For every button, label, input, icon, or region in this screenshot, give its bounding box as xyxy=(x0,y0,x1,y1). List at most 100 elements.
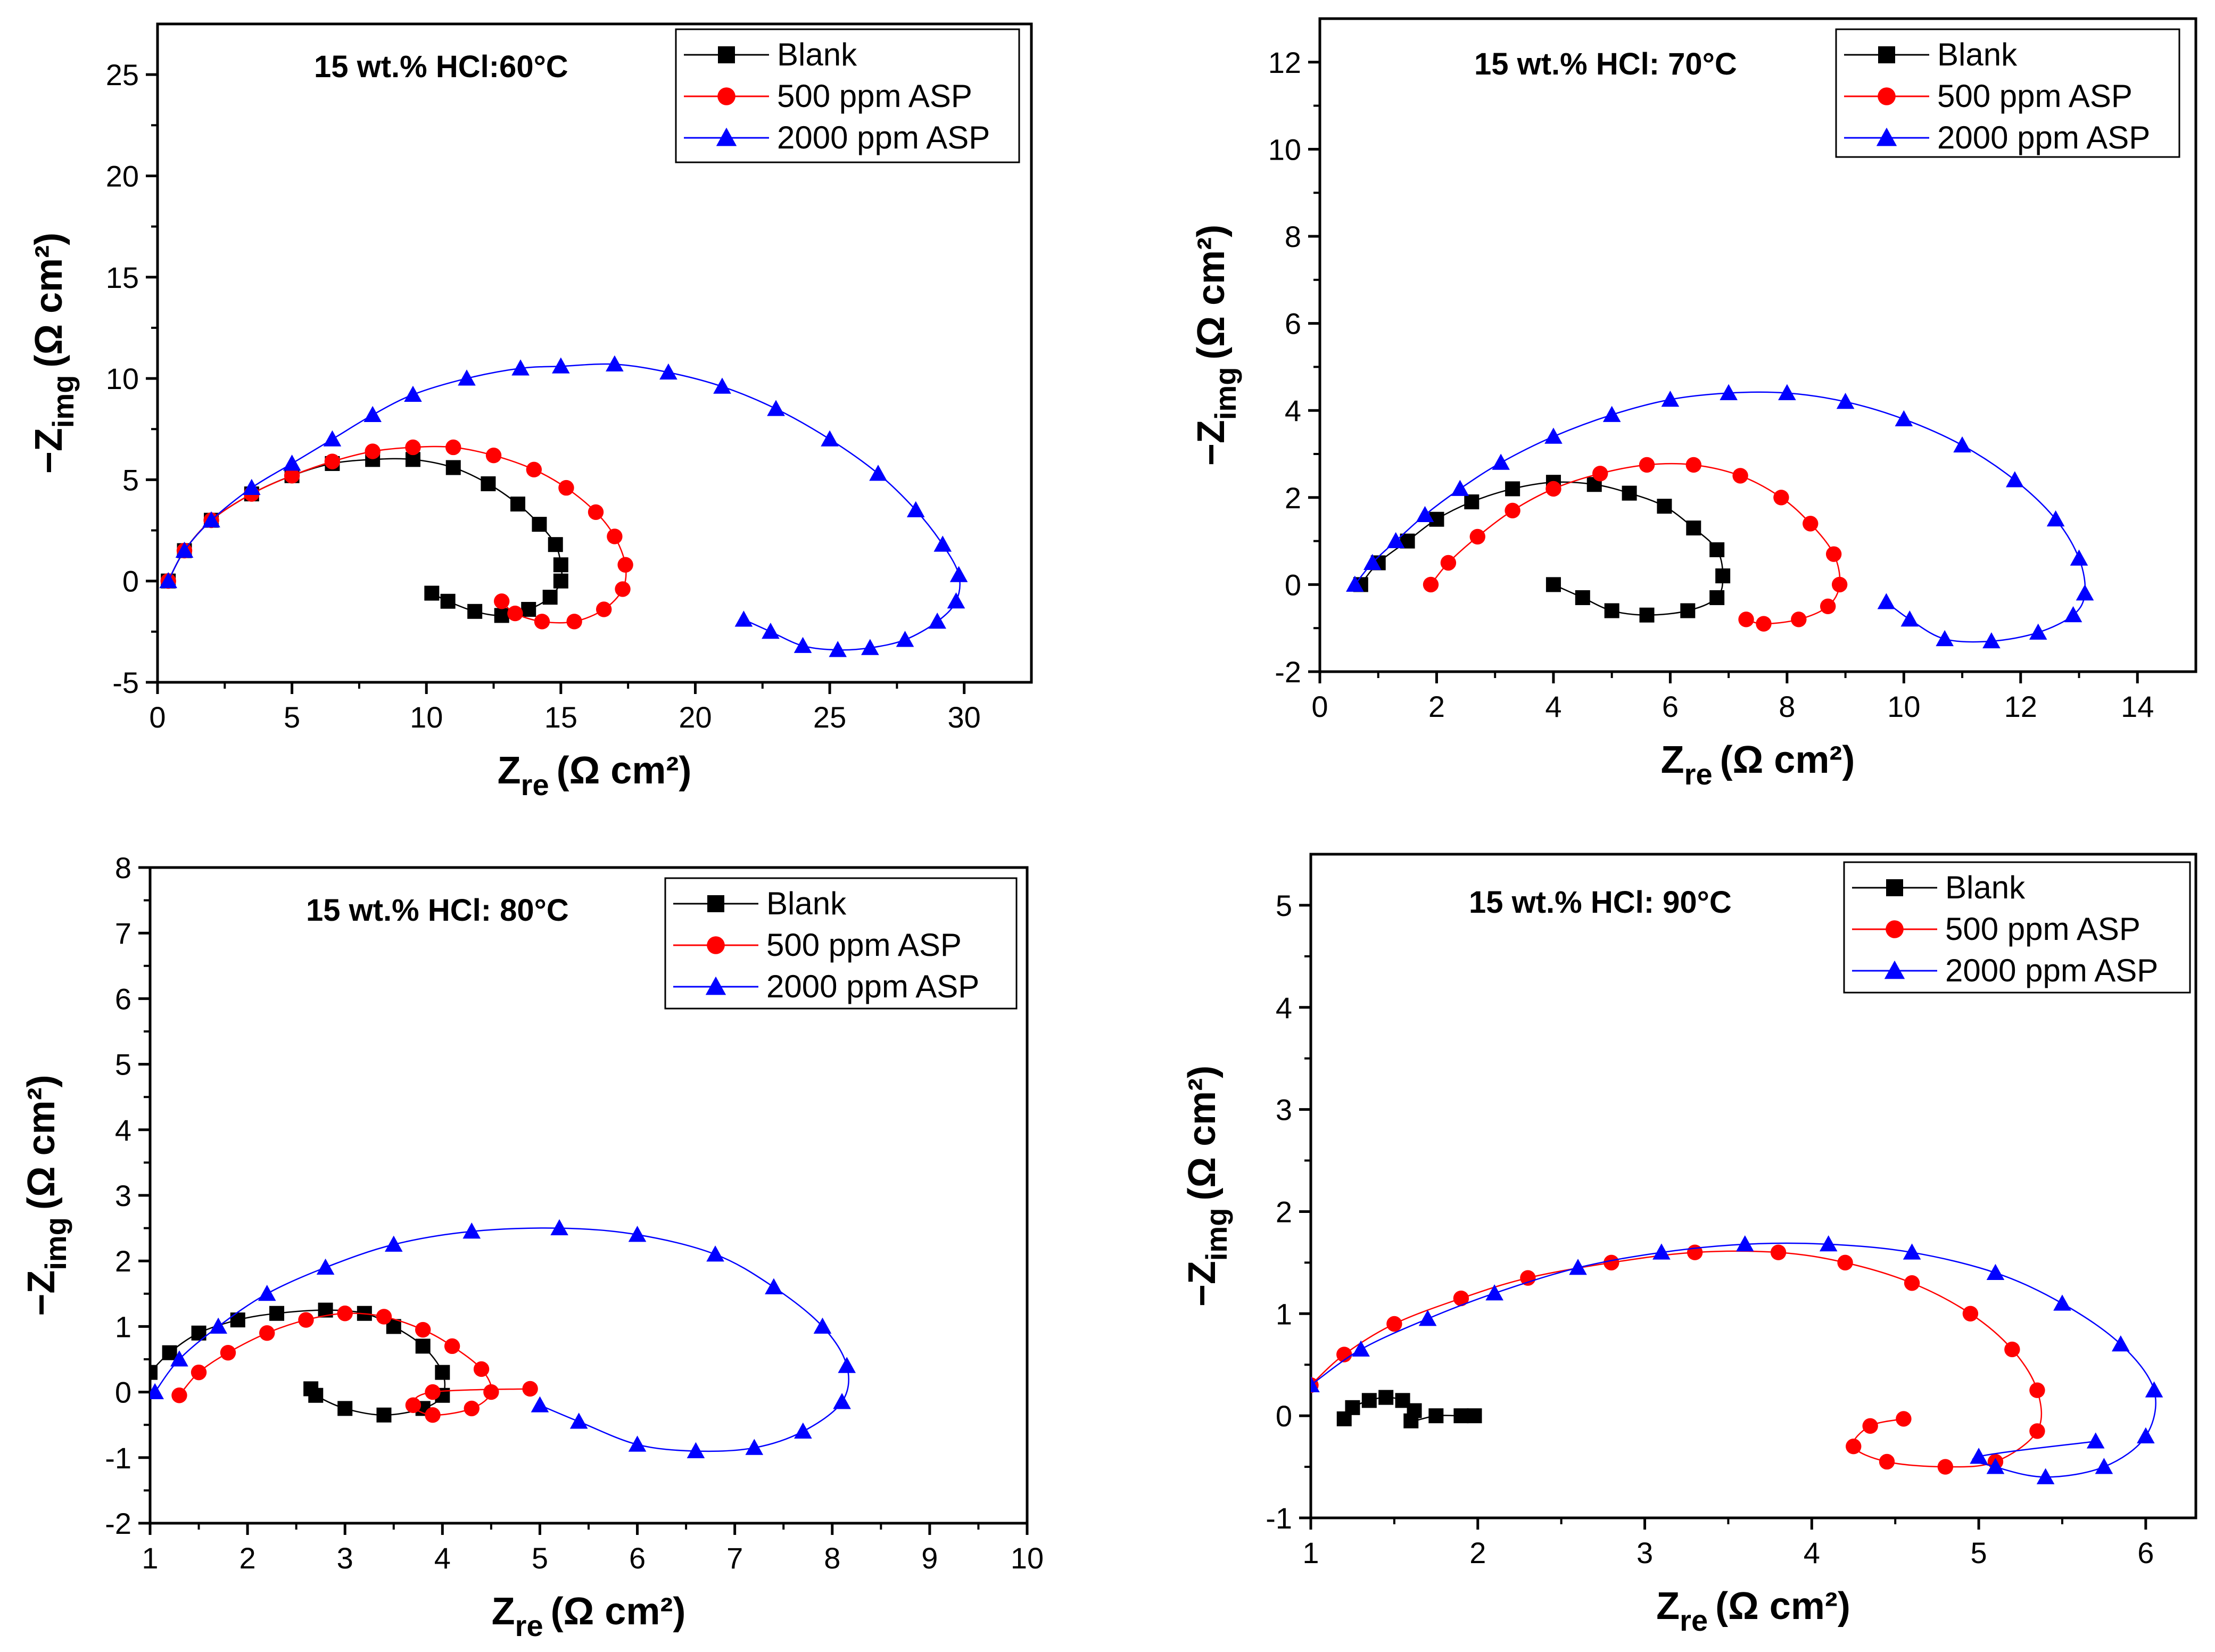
data-point xyxy=(2036,1468,2055,1484)
data-point xyxy=(813,1317,832,1334)
data-point xyxy=(415,1339,431,1354)
data-point xyxy=(1418,1310,1437,1326)
data-point xyxy=(1602,406,1621,422)
y-tick-label: -2 xyxy=(105,1507,131,1540)
legend-label: Blank xyxy=(1945,870,2026,905)
y-tick-label: 6 xyxy=(115,982,131,1015)
data-point xyxy=(1505,481,1520,497)
legend-marker xyxy=(717,87,735,105)
data-point xyxy=(424,585,440,601)
data-point xyxy=(1904,1275,1920,1291)
data-point xyxy=(1709,590,1725,605)
x-tick-label: 5 xyxy=(532,1541,548,1575)
data-point xyxy=(1505,502,1520,519)
data-point xyxy=(2006,471,2024,488)
y-axis-label: −Zimg (Ω cm²) xyxy=(1181,1065,1233,1307)
y-tick-label: -1 xyxy=(105,1441,131,1475)
y-axis-label: −Zimg (Ω cm²) xyxy=(1190,225,1242,466)
data-point xyxy=(175,541,194,558)
y-tick-label: 2 xyxy=(1276,1195,1292,1228)
legend-marker xyxy=(707,936,725,954)
data-point xyxy=(2137,1427,2155,1443)
data-point xyxy=(1756,616,1772,632)
x-tick-label: 6 xyxy=(2137,1536,2154,1570)
data-point xyxy=(566,614,582,630)
data-point xyxy=(522,1381,538,1397)
x-tick-label: 2 xyxy=(239,1541,256,1575)
data-point xyxy=(1652,1243,1671,1260)
data-point xyxy=(765,1278,783,1294)
plot-frame xyxy=(156,22,1033,684)
data-point xyxy=(869,465,887,481)
data-point xyxy=(303,1381,319,1397)
data-point xyxy=(243,478,261,495)
data-point xyxy=(1386,1316,1402,1332)
x-tick-label: 30 xyxy=(948,700,981,734)
legend-marker xyxy=(1876,127,1897,146)
data-point xyxy=(1738,612,1754,627)
data-point xyxy=(1604,603,1619,618)
data-point xyxy=(365,443,381,459)
y-axis-label: −Zimg (Ω cm²) xyxy=(28,233,80,474)
y-tick-label: -2 xyxy=(1275,655,1301,689)
data-point xyxy=(2112,1335,2130,1352)
x-tick-label: 1 xyxy=(1302,1536,1319,1570)
x-tick-label: 20 xyxy=(679,700,712,734)
y-tick-label: 3 xyxy=(1276,1093,1292,1127)
legend-label: 500 ppm ASP xyxy=(766,927,962,963)
data-point xyxy=(511,359,530,376)
data-point xyxy=(596,601,612,617)
y-tick-label: 2 xyxy=(1285,481,1301,515)
data-point xyxy=(1962,1306,1979,1322)
data-point xyxy=(1803,516,1819,532)
data-point xyxy=(1953,436,1971,453)
x-tick-label: 6 xyxy=(629,1541,646,1575)
x-tick-label: 10 xyxy=(1011,1541,1044,1575)
series-line xyxy=(168,458,563,616)
data-point xyxy=(258,1285,276,1301)
data-point xyxy=(405,439,421,456)
y-tick-label: 3 xyxy=(115,1179,131,1212)
data-point xyxy=(558,480,574,496)
data-point xyxy=(829,641,847,657)
data-point xyxy=(1440,555,1457,571)
x-axis-label-main: Z xyxy=(498,749,521,792)
y-tick-label: 8 xyxy=(115,851,131,885)
data-point xyxy=(1336,1347,1352,1362)
data-point xyxy=(415,1321,431,1338)
data-point xyxy=(1363,554,1382,570)
x-axis-label-unit: (Ω cm²) xyxy=(551,1590,686,1633)
data-point xyxy=(1423,576,1439,593)
data-point xyxy=(1386,532,1405,549)
y-axis-label-unit: (Ω cm²) xyxy=(28,233,70,368)
x-axis-label: Zre (Ω cm²) xyxy=(1661,739,1855,791)
data-point xyxy=(617,557,633,573)
legend-marker xyxy=(1886,920,1904,938)
data-point xyxy=(323,430,342,447)
data-point xyxy=(607,528,623,544)
data-point xyxy=(1492,453,1510,470)
y-tick-label: 15 xyxy=(106,261,139,294)
data-point xyxy=(1639,457,1655,473)
data-point xyxy=(534,614,550,630)
data-point xyxy=(552,357,570,374)
y-axis-label-unit: (Ω cm²) xyxy=(1190,225,1233,360)
data-point xyxy=(659,363,677,380)
data-point xyxy=(440,593,456,609)
y-axis-label-sub: img xyxy=(39,1217,72,1270)
series-1 xyxy=(1311,1244,2045,1475)
data-point xyxy=(532,517,547,532)
data-point xyxy=(1657,499,1672,514)
data-point xyxy=(445,439,461,456)
data-point xyxy=(1836,393,1855,409)
y-tick-label: 6 xyxy=(1285,307,1301,341)
data-point xyxy=(404,385,422,402)
data-point xyxy=(553,557,568,573)
data-point xyxy=(1428,1408,1444,1424)
data-point xyxy=(588,504,604,520)
series-1 xyxy=(160,439,633,630)
data-point xyxy=(162,1345,177,1360)
data-point xyxy=(1622,485,1637,501)
data-point xyxy=(2053,1294,2071,1311)
